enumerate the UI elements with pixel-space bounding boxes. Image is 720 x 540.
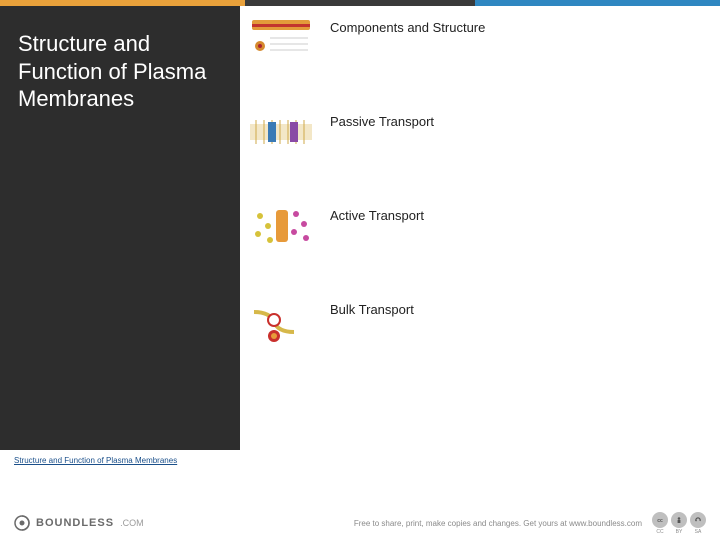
brand-name: BOUNDLESS xyxy=(36,517,114,529)
cc-label: SA xyxy=(695,529,702,535)
footer: BOUNDLESS .COM Free to share, print, make… xyxy=(0,506,720,540)
topic-row: Components and Structure xyxy=(250,16,710,60)
topic-row: Bulk Transport xyxy=(250,298,710,342)
topic-list: Components and Structure Passive Transpo… xyxy=(250,16,710,392)
cc-badges: cc CC BY SA xyxy=(652,512,706,535)
accent-segment-2 xyxy=(245,0,475,6)
accent-segment-3 xyxy=(475,0,720,6)
cc-badge-sa: SA xyxy=(690,512,706,535)
topic-row: Active Transport xyxy=(250,204,710,248)
brand-suffix: .COM xyxy=(120,518,144,528)
topic-row: Passive Transport xyxy=(250,110,710,154)
thumbnail-bulk xyxy=(250,298,312,342)
thumbnail-active xyxy=(250,204,312,248)
sidebar: Structure and Function of Plasma Membran… xyxy=(0,6,240,450)
thumbnail-components xyxy=(250,16,312,60)
footer-right: Free to share, print, make copies and ch… xyxy=(354,512,706,535)
brand-logo-icon xyxy=(14,515,30,531)
cc-label: BY xyxy=(676,529,683,535)
footer-tagline: Free to share, print, make copies and ch… xyxy=(354,519,642,528)
topic-label: Active Transport xyxy=(330,204,424,223)
topic-label: Bulk Transport xyxy=(330,298,414,317)
topic-label: Passive Transport xyxy=(330,110,434,129)
source-link[interactable]: Structure and Function of Plasma Membran… xyxy=(14,456,177,465)
thumbnail-passive xyxy=(250,110,312,154)
brand: BOUNDLESS .COM xyxy=(14,515,144,531)
topic-label: Components and Structure xyxy=(330,16,485,35)
svg-text:cc: cc xyxy=(657,518,663,524)
cc-badge-cc: cc CC xyxy=(652,512,668,535)
page-title: Structure and Function of Plasma Membran… xyxy=(18,30,222,113)
cc-badge-by: BY xyxy=(671,512,687,535)
cc-label: CC xyxy=(656,529,663,535)
slide: Structure and Function of Plasma Membran… xyxy=(0,0,720,540)
